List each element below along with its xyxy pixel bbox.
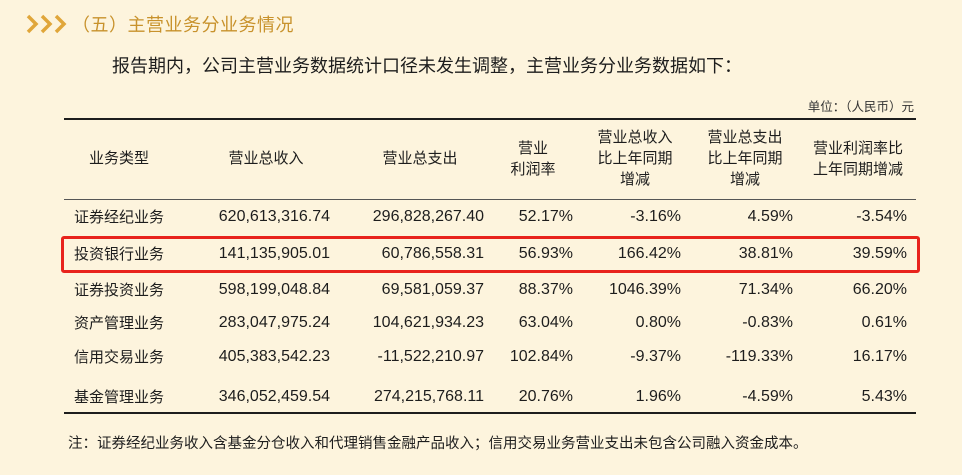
header-text: 营业总收入 <box>228 149 304 167</box>
col-margin-value: 102.84% <box>509 348 573 365</box>
col-margin-change-value: -3.54% <box>856 208 907 225</box>
table-row: 信用交易业务 405,383,542.23 -11,522,210.97 102.84… <box>64 341 916 373</box>
col-revenue-change-value: 166.42% <box>617 245 681 262</box>
col-revenue-value: 620,613,316.74 <box>218 208 330 225</box>
header-text: 营业总收入 <box>597 128 673 146</box>
row-business-type: 投资银行业务 <box>73 245 164 263</box>
table-row: 投资银行业务 141,135,905.01 60,786,558.31 56.93% 1… <box>64 238 916 270</box>
table-row: 资产管理业务 283,047,975.24 104,621,934.23 63.04%… <box>64 307 916 339</box>
col-revenue-value: 283,047,975.24 <box>218 314 330 331</box>
unit-label: 单位：（人民币）元 <box>807 99 914 114</box>
header-text: 上年同期增减 <box>812 159 903 178</box>
col-margin-change-value: 66.20% <box>852 281 907 298</box>
col-expense-value: -11,522,210.97 <box>377 348 484 365</box>
highlight-box <box>61 236 920 273</box>
col-margin-value: 56.93% <box>518 245 573 262</box>
col-margin-change-value: 5.43% <box>861 388 907 405</box>
col-revenue-header: 营业总收入 <box>196 118 336 199</box>
col-expense-change-value: -119.33% <box>725 348 793 365</box>
row-business-type: 资产管理业务 <box>73 314 164 332</box>
col-revenue-value: 598,199,048.84 <box>218 281 330 298</box>
header-text: 比上年同期 <box>707 149 783 167</box>
row-business-type: 信用交易业务 <box>73 348 164 366</box>
header-text: 营业总支出 <box>382 149 458 167</box>
col-revenue-change-header: 营业总收入比上年同期增减 <box>580 118 690 199</box>
col-expense-change-value: 38.81% <box>738 245 793 262</box>
header-text: 比上年同期 <box>597 149 673 167</box>
col-margin-change-header: 营业利润率比 上年同期增减 <box>800 118 916 199</box>
col-revenue-change-value: 1.96% <box>635 388 681 405</box>
col-margin-value: 63.04% <box>518 314 573 331</box>
col-margin-change-value: 39.59% <box>852 245 907 262</box>
table-note: 注：证券经纪业务收入含基金分仓收入和代理销售金融产品收入；信用交易业务营业支出未… <box>68 436 808 452</box>
header-text: 营业利润率比 <box>812 138 903 157</box>
col-margin-value: 52.17% <box>518 208 573 225</box>
section-header: （五）主营业务分业务情况 <box>26 6 294 42</box>
col-revenue-change-value: 1046.39% <box>608 281 681 298</box>
table-header-rule <box>64 199 916 200</box>
col-margin-header: 营业 利润率 <box>490 118 576 199</box>
table-row: 基金管理业务 346,052,459.54 274,215,768.11 20.76%… <box>64 381 916 413</box>
col-margin-change-value: 16.17% <box>852 348 907 365</box>
header-text: 营业总支出 <box>707 128 783 146</box>
double-chevron-right-icon <box>26 13 68 35</box>
col-expense-value: 104,621,934.23 <box>372 314 484 331</box>
section-title: （五）主营业务分业务情况 <box>72 15 294 36</box>
row-business-type: 基金管理业务 <box>73 388 164 406</box>
col-expense-change-value: -4.59% <box>742 388 793 405</box>
header-text: 营业 <box>517 138 548 157</box>
col-expense-header: 营业总支出 <box>350 118 490 199</box>
col-margin-value: 88.37% <box>518 281 573 298</box>
col-expense-value: 296,828,267.40 <box>372 208 484 225</box>
header-text: 增减 <box>619 170 650 188</box>
table-top-rule <box>64 118 916 120</box>
col-business-type-header: 业务类型 <box>64 118 174 199</box>
table-bottom-rule <box>64 412 916 414</box>
col-revenue-value: 141,135,905.01 <box>218 245 330 262</box>
table-row: 证券投资业务 598,199,048.84 69,581,059.37 88.37% 1… <box>64 274 916 306</box>
col-expense-change-value: -0.83% <box>742 314 793 331</box>
header-text: 业务类型 <box>88 149 149 167</box>
col-revenue-value: 405,383,542.23 <box>218 348 330 365</box>
col-expense-value: 69,581,059.37 <box>381 281 484 298</box>
col-expense-change-value: 71.34% <box>738 281 793 298</box>
header-text: 利润率 <box>510 159 556 178</box>
col-revenue-change-value: -9.37% <box>630 348 681 365</box>
intro-paragraph: 报告期内，公司主营业务数据统计口径未发生调整，主营业务分业务数据如下： <box>112 56 742 77</box>
header-text: 增减 <box>729 170 760 188</box>
col-revenue-change-value: 0.80% <box>635 314 681 331</box>
col-expense-value: 274,215,768.11 <box>373 388 484 405</box>
col-margin-value: 20.76% <box>518 388 573 405</box>
col-expense-value: 60,786,558.31 <box>381 245 484 262</box>
col-margin-change-value: 0.61% <box>861 314 907 331</box>
row-business-type: 证券经纪业务 <box>73 208 164 226</box>
col-expense-change-value: 4.59% <box>747 208 793 225</box>
col-expense-change-header: 营业总支出比上年同期增减 <box>690 118 800 199</box>
table-row: 证券经纪业务 620,613,316.74 296,828,267.40 52.17%… <box>64 201 916 233</box>
row-business-type: 证券投资业务 <box>73 281 164 299</box>
col-revenue-change-value: -3.16% <box>630 208 681 225</box>
col-revenue-value: 346,052,459.54 <box>218 388 330 405</box>
